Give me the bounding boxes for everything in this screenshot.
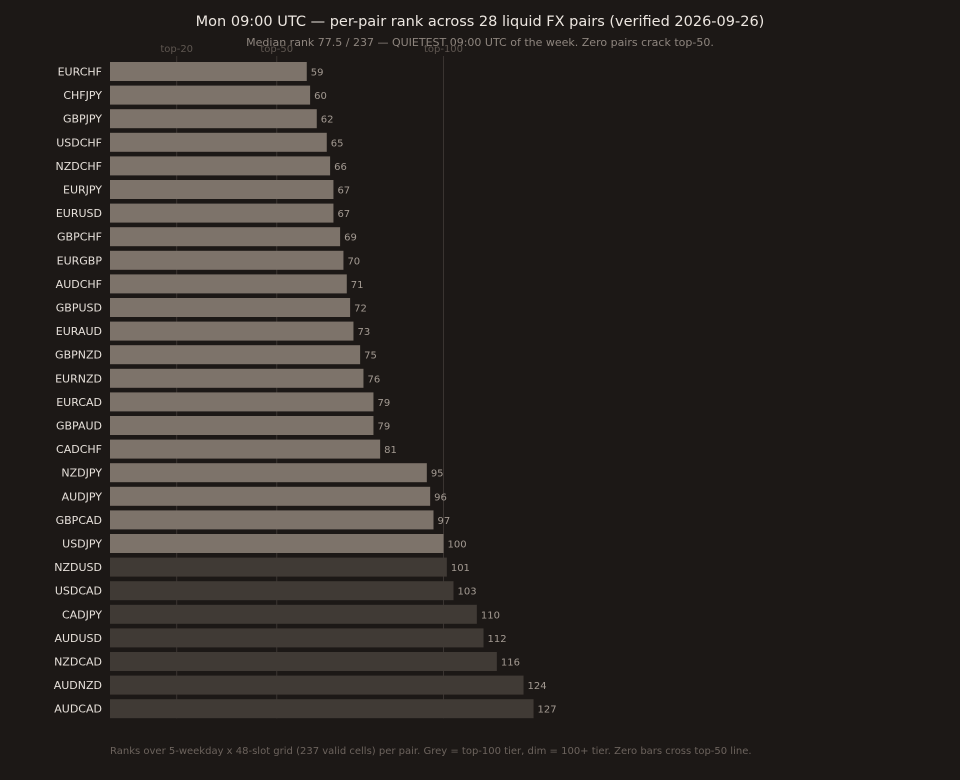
category-label-gbpusd: GBPUSD — [56, 302, 102, 315]
category-label-audusd: AUDUSD — [54, 632, 102, 645]
bar-gbpjpy — [110, 109, 317, 129]
value-label-eurchf: 59 — [311, 68, 324, 79]
bar-gbpcad — [110, 510, 434, 530]
category-label-usdcad: USDCAD — [55, 585, 102, 598]
bar-chfjpy — [110, 85, 311, 105]
value-label-eurjpy: 67 — [337, 186, 350, 197]
value-label-gbpcad: 97 — [437, 516, 450, 527]
bar-eurcad — [110, 392, 374, 412]
bar-gbpchf — [110, 227, 341, 247]
category-label-eurusd: EURUSD — [56, 207, 102, 220]
value-label-audnzd: 124 — [528, 681, 547, 692]
bar-nzdusd — [110, 557, 447, 577]
bar-nzdchf — [110, 156, 331, 176]
bar-nzdcad — [110, 652, 497, 671]
value-label-audchf: 71 — [351, 280, 364, 291]
value-label-usdjpy: 100 — [448, 540, 467, 551]
category-label-gbpchf: GBPCHF — [57, 231, 102, 244]
category-label-eurchf: EURCHF — [58, 66, 102, 79]
bar-gbpaud — [110, 416, 374, 435]
bar-audnzd — [110, 675, 524, 695]
bar-audjpy — [110, 486, 431, 506]
reference-label-top-100: top-100 — [424, 44, 463, 55]
bar-eurgbp — [110, 250, 344, 270]
value-label-gbpchf: 69 — [344, 233, 357, 244]
bar-audusd — [110, 628, 484, 648]
bar-euraud — [110, 321, 354, 341]
category-label-audcad: AUDCAD — [54, 703, 102, 716]
value-label-gbpusd: 72 — [354, 304, 367, 315]
value-label-euraud: 73 — [357, 327, 370, 338]
category-label-cadchf: CADCHF — [56, 443, 102, 456]
value-label-eurcad: 79 — [377, 398, 390, 409]
bar-eurnzd — [110, 368, 364, 388]
value-label-audcad: 127 — [538, 705, 557, 716]
value-label-cadchf: 81 — [384, 445, 397, 456]
bar-usdchf — [110, 132, 327, 152]
value-label-eurnzd: 76 — [367, 374, 380, 385]
bar-gbpusd — [110, 298, 351, 317]
category-label-audchf: AUDCHF — [56, 278, 102, 291]
bar-usdcad — [110, 581, 454, 601]
value-label-gbpnzd: 75 — [364, 351, 377, 362]
value-label-audusd: 112 — [488, 634, 507, 645]
bar-cadchf — [110, 439, 381, 459]
category-label-eurjpy: EURJPY — [63, 184, 102, 197]
value-label-nzdcad: 116 — [501, 658, 520, 669]
value-label-nzdusd: 101 — [451, 563, 470, 574]
category-label-eurgbp: EURGBP — [57, 254, 103, 267]
category-label-audnzd: AUDNZD — [54, 679, 102, 692]
category-label-nzdjpy: NZDJPY — [61, 467, 102, 480]
bar-audchf — [110, 274, 347, 294]
category-label-nzdcad: NZDCAD — [54, 656, 102, 669]
category-label-euraud: EURAUD — [56, 325, 102, 338]
category-label-usdjpy: USDJPY — [62, 538, 102, 551]
category-label-audjpy: AUDJPY — [62, 490, 103, 503]
category-label-eurcad: EURCAD — [56, 396, 102, 409]
category-label-nzdusd: NZDUSD — [54, 561, 102, 574]
value-label-usdchf: 65 — [331, 138, 344, 149]
reference-label-top-50: top-50 — [260, 44, 293, 55]
bar-eurchf — [110, 62, 307, 81]
value-label-chfjpy: 60 — [314, 91, 327, 102]
chart-title: Mon 09:00 UTC — per-pair rank across 28 … — [195, 14, 765, 30]
bar-eurusd — [110, 203, 334, 223]
value-label-gbpjpy: 62 — [321, 115, 334, 126]
bar-usdjpy — [110, 534, 444, 553]
category-label-gbpaud: GBPAUD — [56, 420, 102, 433]
value-label-cadjpy: 110 — [481, 610, 500, 621]
value-label-nzdjpy: 95 — [431, 469, 444, 480]
category-label-chfjpy: CHFJPY — [63, 89, 102, 102]
bar-eurjpy — [110, 180, 334, 199]
bar-gbpnzd — [110, 345, 361, 365]
category-label-gbpcad: GBPCAD — [56, 514, 102, 527]
value-label-audjpy: 96 — [434, 492, 447, 503]
category-label-cadjpy: CADJPY — [62, 608, 102, 621]
reference-label-top-20: top-20 — [160, 44, 193, 55]
category-label-usdchf: USDCHF — [56, 136, 102, 149]
category-label-eurnzd: EURNZD — [55, 372, 102, 385]
value-label-nzdchf: 66 — [334, 162, 347, 173]
category-label-nzdchf: NZDCHF — [55, 160, 102, 173]
bar-nzdjpy — [110, 463, 427, 483]
chart-subtitle: Median rank 77.5 / 237 — QUIETEST 09:00 … — [246, 36, 714, 49]
category-label-gbpnzd: GBPNZD — [55, 349, 102, 362]
value-label-eurusd: 67 — [337, 209, 350, 220]
value-label-usdcad: 103 — [458, 587, 477, 598]
bar-audcad — [110, 699, 534, 719]
bar-cadjpy — [110, 604, 477, 624]
category-label-gbpjpy: GBPJPY — [63, 113, 102, 126]
value-label-eurgbp: 70 — [347, 256, 360, 267]
chart-footnote: Ranks over 5-weekday x 48-slot grid (237… — [110, 746, 752, 757]
value-label-gbpaud: 79 — [377, 422, 390, 433]
